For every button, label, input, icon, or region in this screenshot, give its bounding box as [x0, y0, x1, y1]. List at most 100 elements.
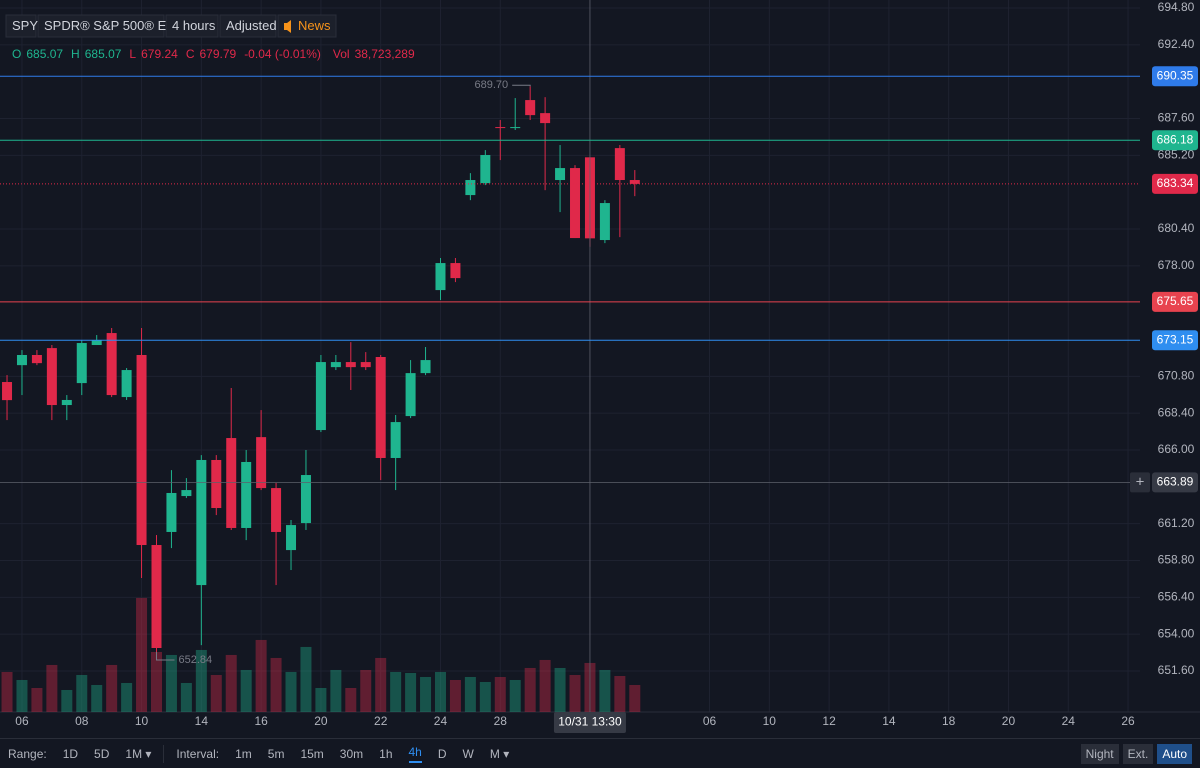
interval-button[interactable]: W: [462, 746, 474, 761]
x-tick-label: 20: [314, 714, 328, 728]
candle-body: [360, 362, 371, 368]
legend-value: 685.07: [85, 47, 122, 61]
mode-button[interactable]: Auto: [1157, 743, 1192, 764]
header-symbol: SPY: [12, 18, 38, 33]
candle-body: [91, 340, 102, 346]
volume-bar: [300, 646, 312, 712]
volume-bar: [61, 689, 73, 712]
low-marker: [155, 651, 175, 661]
crosshair-y-box: [1152, 472, 1198, 493]
news-icon: [284, 20, 291, 33]
volume-bar: [434, 671, 446, 712]
volume-bar: [420, 676, 432, 712]
candle-body: [211, 459, 222, 509]
y-tick-label: 692.40: [1158, 37, 1195, 51]
price-box: [1152, 66, 1198, 87]
interval-button[interactable]: M ▾: [489, 746, 510, 761]
x-tick-label: 10: [135, 714, 149, 728]
legend-volume: 38,723,289: [355, 47, 415, 61]
candle-body: [121, 370, 132, 398]
candle-body: [106, 333, 117, 396]
volume-bar: [524, 667, 536, 712]
legend-change: -0.04 (-0.01%): [244, 47, 321, 61]
chart: 06 08 10 14 16 20 22 24 28 06 10 12 14 18 20 24 26 651.60…: [0, 0, 1200, 733]
volume-bar: [614, 675, 626, 712]
candle-body: [151, 545, 162, 648]
volume-bar: [479, 681, 491, 712]
x-tick-label: 12: [822, 714, 836, 728]
volume-bar: [16, 679, 28, 712]
y-tick-label: 694.80: [1158, 0, 1195, 14]
interval-button[interactable]: 5m: [267, 746, 285, 761]
header-box[interactable]: [219, 14, 277, 38]
legend-name: O: [12, 47, 21, 61]
candle-body: [614, 148, 625, 181]
volume-bar: [255, 639, 267, 712]
volume-bar: [165, 654, 177, 712]
header-box[interactable]: [37, 14, 165, 38]
volume-bar: [106, 664, 118, 712]
x-tick-label: 20: [1002, 714, 1016, 728]
candle-body: [540, 113, 551, 124]
candle-body: [166, 492, 177, 532]
volume-bar: [225, 654, 237, 712]
interval-button[interactable]: 1h: [379, 746, 393, 761]
volume-bar: [599, 669, 611, 712]
x-tick-label: 10: [763, 714, 777, 728]
range-button[interactable]: 1D: [62, 746, 79, 761]
candle-body: [61, 399, 72, 406]
x-tick-label: 06: [703, 714, 717, 728]
interval-button[interactable]: 1m: [235, 746, 252, 761]
interval-button[interactable]: 30m: [339, 746, 364, 761]
volume-bar: [345, 687, 357, 712]
candle-body: [495, 127, 506, 129]
crosshair-plus-icon: +: [1136, 473, 1145, 490]
volume-bar: [569, 674, 581, 712]
candle-body: [465, 180, 476, 196]
crosshair-plus[interactable]: [1130, 472, 1150, 493]
candle-body: [525, 100, 536, 116]
x-tick-label: 22: [374, 714, 388, 728]
range-button[interactable]: 5D: [94, 746, 110, 761]
interval-button[interactable]: 15m: [300, 746, 324, 761]
interval-button[interactable]: 4h: [408, 745, 422, 763]
y-tick-label: 670.80: [1158, 369, 1195, 383]
candle-body: [181, 490, 192, 497]
volume-bar: [494, 676, 506, 712]
y-tick-label: 678.00: [1158, 258, 1195, 272]
legend-value: 679.79: [199, 47, 236, 61]
interval-label: Interval:: [176, 746, 220, 761]
volume-bar: [390, 671, 402, 712]
volume-bar: [330, 669, 342, 712]
candle-body: [330, 362, 341, 368]
legend-value: 685.07: [26, 47, 63, 61]
range-button[interactable]: 1M ▾: [125, 746, 152, 761]
candle-body: [599, 203, 610, 241]
volume-bar: [150, 651, 162, 712]
x-tick-label: 16: [254, 714, 268, 728]
candle-body: [16, 355, 27, 366]
price-label: 690.35: [1157, 68, 1194, 82]
y-tick-label: 654.00: [1158, 626, 1195, 640]
mode-button[interactable]: Night: [1080, 743, 1119, 764]
y-tick-label: 680.40: [1158, 221, 1195, 235]
mode-button[interactable]: Ext.: [1122, 743, 1154, 764]
header-box[interactable]: [277, 14, 337, 38]
price-box: [1152, 130, 1198, 151]
candle-body: [31, 355, 42, 364]
candle-body: [510, 127, 521, 129]
volume-bar: [464, 676, 476, 712]
crosshair-x-label: 10/31 13:30: [558, 715, 622, 729]
volume-bar: [46, 664, 58, 712]
candle-body: [345, 362, 356, 368]
candle-body: [196, 459, 207, 586]
header-box[interactable]: [5, 14, 37, 38]
volume-bar: [91, 684, 103, 712]
price-label: 683.34: [1157, 176, 1194, 190]
price-label: 673.15: [1157, 332, 1194, 346]
header-box[interactable]: [165, 14, 219, 38]
volume-bar: [360, 669, 372, 712]
y-tick-label: 685.20: [1158, 147, 1195, 161]
interval-button[interactable]: D: [437, 746, 447, 761]
